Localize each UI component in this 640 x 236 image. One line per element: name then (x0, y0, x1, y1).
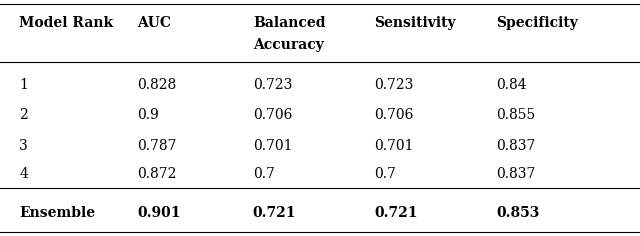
Text: 0.723: 0.723 (253, 78, 292, 92)
Text: 0.872: 0.872 (138, 167, 177, 181)
Text: 0.701: 0.701 (253, 139, 292, 153)
Text: 0.828: 0.828 (138, 78, 177, 92)
Text: 3: 3 (19, 139, 28, 153)
Text: 0.837: 0.837 (496, 139, 536, 153)
Text: 2: 2 (19, 108, 28, 122)
Text: 0.7: 0.7 (374, 167, 396, 181)
Text: 0.837: 0.837 (496, 167, 536, 181)
Text: 0.701: 0.701 (374, 139, 414, 153)
Text: 0.7: 0.7 (253, 167, 275, 181)
Text: Model Rank: Model Rank (19, 16, 113, 30)
Text: 1: 1 (19, 78, 28, 92)
Text: Specificity: Specificity (496, 16, 578, 30)
Text: 0.706: 0.706 (253, 108, 292, 122)
Text: 0.9: 0.9 (138, 108, 159, 122)
Text: Sensitivity: Sensitivity (374, 16, 456, 30)
Text: 0.721: 0.721 (253, 206, 296, 220)
Text: Accuracy: Accuracy (253, 38, 324, 52)
Text: 0.901: 0.901 (138, 206, 181, 220)
Text: 0.706: 0.706 (374, 108, 414, 122)
Text: Ensemble: Ensemble (19, 206, 95, 220)
Text: 0.84: 0.84 (496, 78, 527, 92)
Text: 0.723: 0.723 (374, 78, 414, 92)
Text: Balanced: Balanced (253, 16, 325, 30)
Text: 0.853: 0.853 (496, 206, 540, 220)
Text: 4: 4 (19, 167, 28, 181)
Text: 0.787: 0.787 (138, 139, 177, 153)
Text: 0.721: 0.721 (374, 206, 418, 220)
Text: AUC: AUC (138, 16, 172, 30)
Text: 0.855: 0.855 (496, 108, 535, 122)
